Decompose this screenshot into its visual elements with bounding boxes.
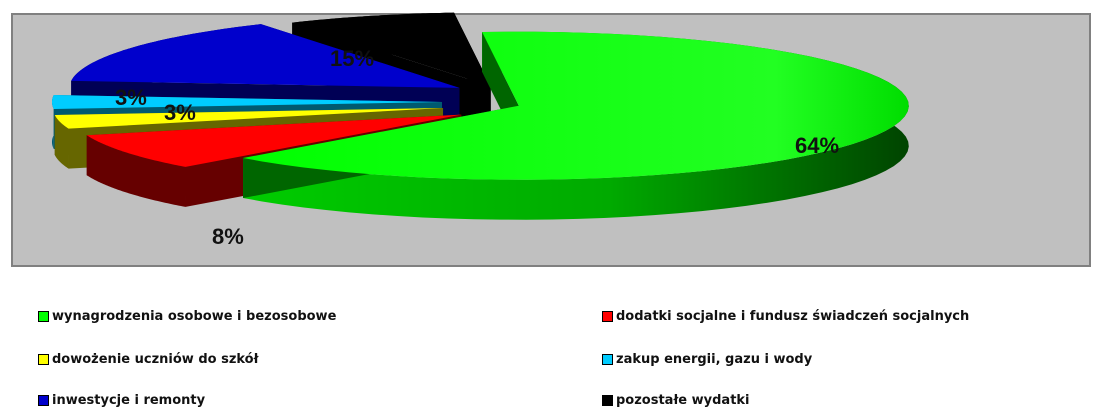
data-label-dodatki: 8% xyxy=(212,224,244,249)
data-label-dowozenie: 3% xyxy=(164,100,196,125)
pie-slice-top-energia xyxy=(52,95,442,109)
data-label-energia: 3% xyxy=(115,85,147,110)
data-label-inwestycje: 15% xyxy=(330,46,374,71)
pie-slice-wynagrodzenia xyxy=(243,31,909,220)
pie-slice-top-dodatki xyxy=(86,114,462,167)
data-label-wynagrodzenia: 64% xyxy=(795,133,839,158)
pie-slice-top-dowozenie xyxy=(54,107,444,129)
pie-slice-top-inwestycje xyxy=(71,24,460,88)
pie-slice-top-wynagrodzenia xyxy=(243,31,909,180)
pie-slice-top-pozostale xyxy=(292,12,491,87)
